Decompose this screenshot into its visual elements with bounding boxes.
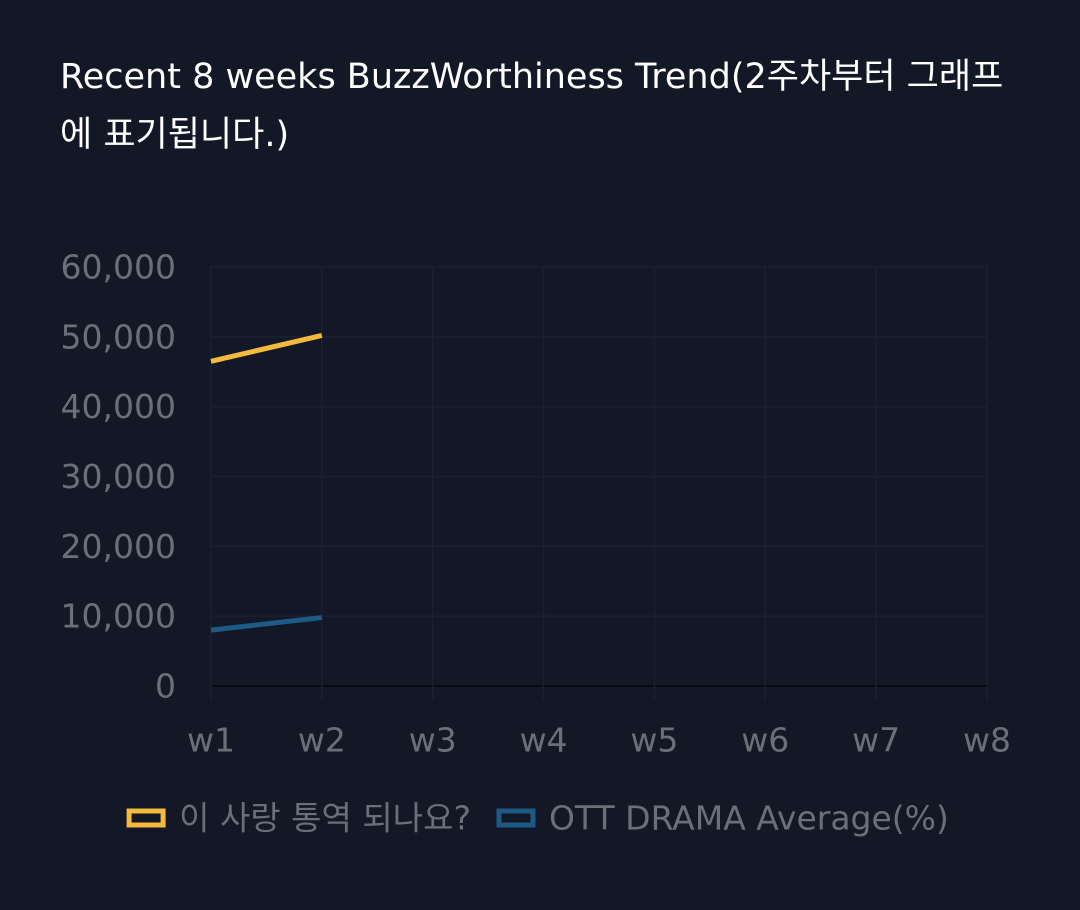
- y-tick-label: 0: [155, 667, 176, 706]
- y-tick-label: 20,000: [61, 527, 176, 566]
- x-tick-label: w8: [963, 721, 1011, 760]
- legend-item-1[interactable]: 이 사랑 통역 되나요?: [126, 799, 471, 838]
- grid: [210, 266, 988, 700]
- x-tick-label: w6: [741, 721, 789, 760]
- y-tick-label: 50,000: [61, 317, 176, 356]
- chart-title: Recent 8 weeks BuzzWorthiness Trend(2주차부…: [60, 57, 1004, 155]
- x-tick-label: w7: [852, 721, 900, 760]
- legend-item-2[interactable]: OTT DRAMA Average(%): [496, 799, 949, 838]
- legend-label: 이 사랑 통역 되나요?: [179, 799, 471, 838]
- legend[interactable]: 이 사랑 통역 되나요? OTT DRAMA Average(%): [126, 799, 949, 838]
- series-lines: [210, 333, 323, 633]
- series-line-2: [210, 615, 323, 633]
- legend-swatch: [126, 808, 166, 828]
- legend-label: OTT DRAMA Average(%): [549, 799, 949, 838]
- x-tick-label: w4: [520, 721, 568, 760]
- y-tick-label: 40,000: [61, 387, 176, 426]
- y-tick-label: 30,000: [61, 457, 176, 496]
- y-axis: 60,000 50,000 40,000 30,000 20,000 10,000 0: [61, 248, 176, 706]
- legend-swatch: [496, 808, 536, 828]
- y-tick-label: 10,000: [61, 597, 176, 636]
- series-line-1: [210, 333, 323, 364]
- x-tick-label: w2: [298, 721, 346, 760]
- x-tick-label: w5: [630, 721, 678, 760]
- y-tick-label: 60,000: [61, 248, 176, 287]
- x-tick-label: w1: [187, 721, 235, 760]
- x-axis: w1 w2 w3 w4 w5 w6 w7 w8: [187, 721, 1011, 760]
- x-tick-label: w3: [409, 721, 457, 760]
